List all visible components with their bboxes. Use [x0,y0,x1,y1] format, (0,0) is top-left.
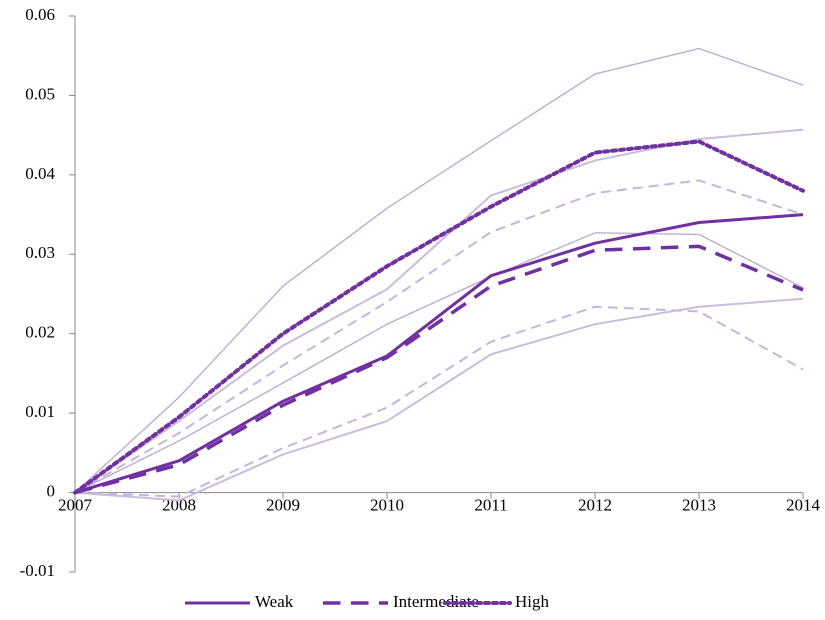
y-tick-label: 0.02 [25,323,55,342]
series-line [74,179,804,494]
series-line [74,213,804,495]
series-line [74,232,804,494]
y-tick-label: 0.03 [25,243,55,262]
legend-label: Weak [255,592,294,611]
series-line [74,305,804,498]
x-tick-label: 2014 [786,495,821,514]
x-tick-label: 2009 [266,495,300,514]
series-line [74,297,804,502]
x-tick-label: 2012 [578,495,612,514]
y-tick-label: -0.01 [20,561,55,580]
y-tick-label: 0.05 [25,84,55,103]
x-tick-label: 2011 [474,495,507,514]
y-tick-label: 0.01 [25,402,55,421]
series-line [74,128,804,494]
legend-label: High [515,592,550,611]
y-tick-label: 0.06 [25,5,55,24]
series-line [73,139,805,495]
y-tick-label: 0.04 [25,164,55,183]
x-tick-label: 2013 [682,495,716,514]
y-tick-label: 0 [47,481,56,500]
series-line [74,244,804,495]
x-tick-label: 2008 [162,495,196,514]
x-tick-label: 2007 [58,495,93,514]
x-tick-label: 2010 [370,495,404,514]
series-line [74,47,804,494]
legend-label: Intermediate [393,592,479,611]
